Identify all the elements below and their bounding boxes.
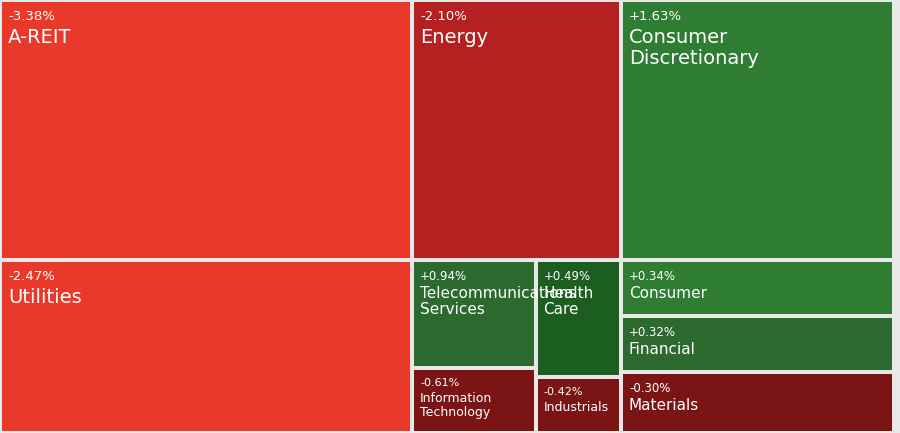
Text: +0.94%: +0.94%	[420, 270, 467, 283]
Text: -3.38%: -3.38%	[8, 10, 55, 23]
Text: Consumer: Consumer	[629, 286, 707, 301]
Text: Consumer
Discretionary: Consumer Discretionary	[629, 28, 759, 68]
Bar	[623, 375, 892, 431]
Bar	[623, 318, 892, 370]
Text: +0.49%: +0.49%	[544, 270, 590, 283]
Bar	[537, 262, 619, 375]
Bar	[414, 370, 534, 431]
Text: Financial: Financial	[629, 342, 696, 357]
Text: Industrials: Industrials	[544, 401, 608, 414]
Text: Materials: Materials	[629, 398, 699, 414]
Bar	[537, 379, 619, 431]
Bar	[414, 2, 619, 258]
Text: Telecommunications
Services: Telecommunications Services	[420, 286, 577, 317]
Text: +0.34%: +0.34%	[629, 270, 676, 283]
Bar	[2, 2, 410, 258]
Text: Health
Care: Health Care	[544, 286, 594, 317]
Text: -2.47%: -2.47%	[8, 270, 55, 283]
Text: Energy: Energy	[420, 28, 489, 47]
Text: -0.30%: -0.30%	[629, 382, 670, 395]
Text: +0.32%: +0.32%	[629, 326, 676, 339]
Bar	[623, 262, 892, 314]
Text: -0.61%: -0.61%	[420, 378, 459, 388]
Text: -0.42%: -0.42%	[544, 387, 583, 397]
Text: -2.10%: -2.10%	[420, 10, 467, 23]
Text: Information
Technology: Information Technology	[420, 392, 492, 419]
Text: Utilities: Utilities	[8, 288, 82, 307]
Text: +1.63%: +1.63%	[629, 10, 682, 23]
Text: A-REIT: A-REIT	[8, 28, 71, 47]
Bar	[623, 2, 892, 258]
Bar	[414, 262, 534, 366]
Bar	[2, 262, 410, 431]
